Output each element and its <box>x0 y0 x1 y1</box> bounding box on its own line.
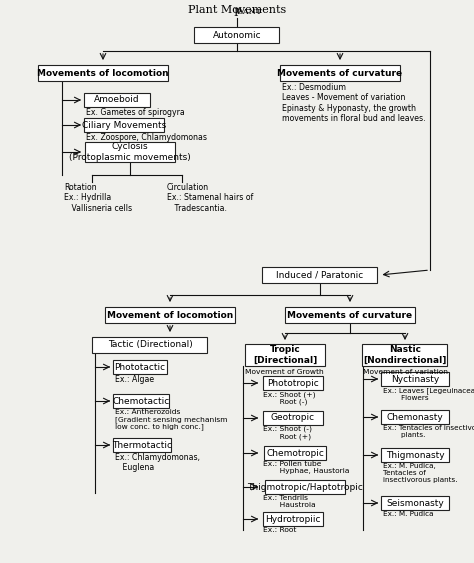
Text: Induced / Paratonic: Induced / Paratonic <box>276 270 364 279</box>
Text: Ex.: Pollen tube
       Hyphae, Haustoria: Ex.: Pollen tube Hyphae, Haustoria <box>263 461 349 474</box>
FancyBboxPatch shape <box>113 394 169 408</box>
FancyBboxPatch shape <box>245 344 325 366</box>
Text: Amoeboid: Amoeboid <box>94 96 140 105</box>
Text: Ex.: Leaves [Legeuinaceae plants]
        Flowers: Ex.: Leaves [Legeuinaceae plants] Flower… <box>383 387 474 401</box>
FancyBboxPatch shape <box>381 372 449 386</box>
Text: Nyctinasty: Nyctinasty <box>391 374 439 383</box>
Text: Nastic
[Nondirectional]: Nastic [Nondirectional] <box>363 345 447 365</box>
Text: Plant Movements: Plant Movements <box>188 5 286 15</box>
FancyBboxPatch shape <box>84 118 164 132</box>
FancyBboxPatch shape <box>113 438 171 452</box>
Text: Ex.: Tendrils
       Haustroia: Ex.: Tendrils Haustroia <box>263 495 316 508</box>
Text: Ex.: Chlamydomonas,
   Euglena: Ex.: Chlamydomonas, Euglena <box>115 453 200 472</box>
FancyBboxPatch shape <box>280 65 400 81</box>
Text: Ex. Gametes of spirogyra: Ex. Gametes of spirogyra <box>86 108 185 117</box>
Text: Ciliary Movements: Ciliary Movements <box>82 120 166 129</box>
Text: Circulation
Ex.: Stamenal hairs of
   Tradescantia.: Circulation Ex.: Stamenal hairs of Trade… <box>167 183 253 213</box>
FancyBboxPatch shape <box>381 448 449 462</box>
Text: Ex.: M. Pudica,
Tentacles of
insectivorous plants.: Ex.: M. Pudica, Tentacles of insectivoro… <box>383 463 457 483</box>
Text: Chemotropic: Chemotropic <box>266 449 324 458</box>
Text: Cyclosis
(Protoplasmic movements): Cyclosis (Protoplasmic movements) <box>69 142 191 162</box>
Text: Movement of locomotion: Movement of locomotion <box>107 311 233 319</box>
Text: Phototropic: Phototropic <box>267 378 319 387</box>
Text: Ex.: Desmodium
Leaves - Movement of variation
Epinasty & Hyponasty, the growth
m: Ex.: Desmodium Leaves - Movement of vari… <box>282 83 426 123</box>
FancyBboxPatch shape <box>263 376 323 390</box>
FancyBboxPatch shape <box>263 411 323 425</box>
Text: Movement of Growth: Movement of Growth <box>245 369 324 375</box>
Text: Movement of variation: Movement of variation <box>363 369 448 375</box>
Text: Movements of curvature: Movements of curvature <box>277 69 402 78</box>
Text: Movements of curvature: Movements of curvature <box>287 311 412 319</box>
Text: P: P <box>233 8 241 18</box>
Text: Ex.: M. Pudica: Ex.: M. Pudica <box>383 511 434 517</box>
Text: Ex.: Tentacles of insectivorous
        plants.: Ex.: Tentacles of insectivorous plants. <box>383 425 474 438</box>
Text: Chemotactic: Chemotactic <box>112 396 170 405</box>
Text: Phototactic: Phototactic <box>114 363 165 372</box>
Text: Geotropic: Geotropic <box>271 413 315 422</box>
FancyBboxPatch shape <box>105 307 235 323</box>
FancyBboxPatch shape <box>381 410 449 424</box>
FancyBboxPatch shape <box>263 512 323 526</box>
Text: Thigmotropic/Haptotropic: Thigmotropic/Haptotropic <box>247 482 363 491</box>
Text: Movements of locomotion: Movements of locomotion <box>37 69 169 78</box>
Text: Ex.: Antherozoids
[Gradient sensing mechanism
low conc. to high conc.]: Ex.: Antherozoids [Gradient sensing mech… <box>115 409 228 431</box>
Text: Hydrotropiic: Hydrotropiic <box>265 515 321 524</box>
Text: Chemonasty: Chemonasty <box>387 413 443 422</box>
FancyBboxPatch shape <box>381 496 449 510</box>
FancyBboxPatch shape <box>113 360 167 374</box>
Text: Thigmonasty: Thigmonasty <box>386 450 444 459</box>
FancyBboxPatch shape <box>265 480 345 494</box>
Text: Rotation
Ex.: Hydrilla
   Vallisneria cells: Rotation Ex.: Hydrilla Vallisneria cells <box>64 183 132 213</box>
Text: Ex.: Shoot (-)
       Root (+): Ex.: Shoot (-) Root (+) <box>263 426 312 440</box>
Text: Seismonasty: Seismonasty <box>386 498 444 507</box>
Text: Ex.: Root: Ex.: Root <box>263 527 296 533</box>
Text: Thermotactic: Thermotactic <box>112 440 172 449</box>
Text: Tropic
[Directional]: Tropic [Directional] <box>253 345 317 365</box>
FancyBboxPatch shape <box>263 267 377 283</box>
Text: Autonomic: Autonomic <box>213 30 261 39</box>
Text: Tactic (Directional): Tactic (Directional) <box>108 341 192 350</box>
Text: Ex.: Shoot (+)
       Root (-): Ex.: Shoot (+) Root (-) <box>263 391 316 405</box>
Text: Ex.: Algae: Ex.: Algae <box>115 375 154 384</box>
FancyBboxPatch shape <box>285 307 415 323</box>
FancyBboxPatch shape <box>363 344 447 366</box>
FancyBboxPatch shape <box>92 337 208 353</box>
FancyBboxPatch shape <box>85 142 175 162</box>
FancyBboxPatch shape <box>84 93 150 107</box>
FancyBboxPatch shape <box>264 446 326 460</box>
Text: Ex. Zoospore, Chlamydomonas: Ex. Zoospore, Chlamydomonas <box>86 133 207 142</box>
Text: LANT: LANT <box>237 8 264 16</box>
FancyBboxPatch shape <box>38 65 168 81</box>
FancyBboxPatch shape <box>194 27 280 43</box>
